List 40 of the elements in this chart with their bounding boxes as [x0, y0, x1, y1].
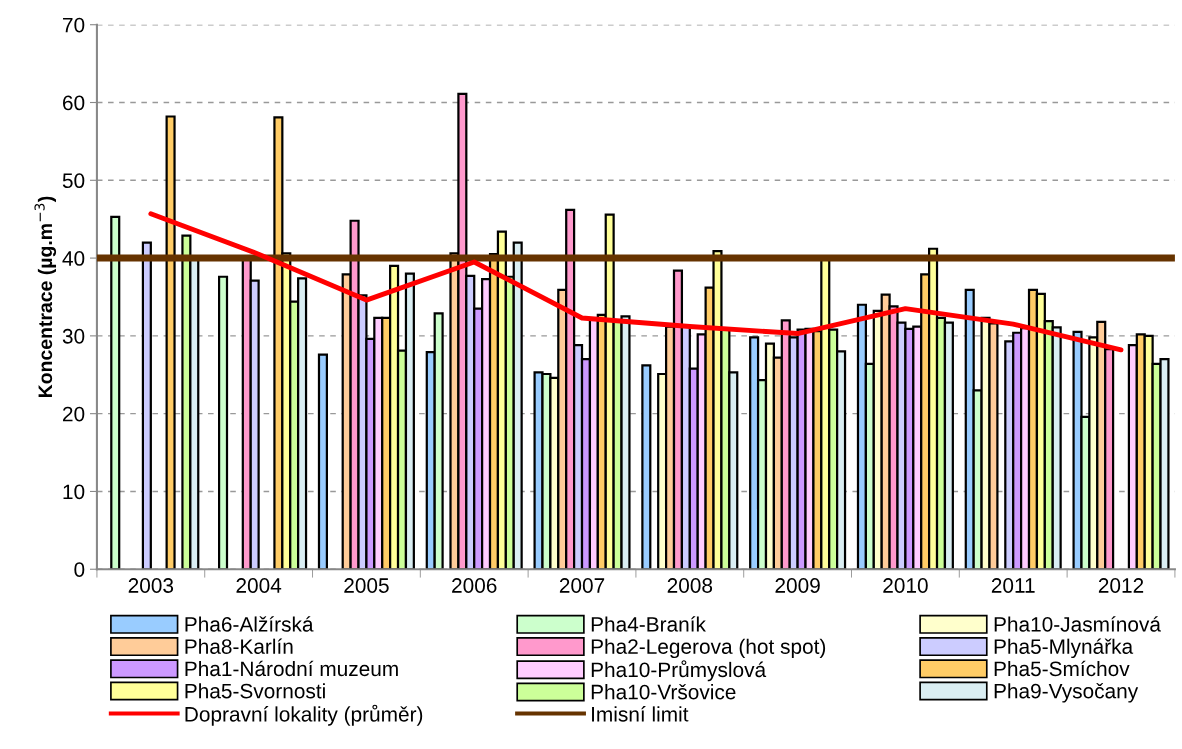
line-series: [148, 211, 1124, 353]
bar: [641, 364, 652, 570]
legend-label: Pha5-Mlynářka: [994, 638, 1134, 659]
x-tick-label: 2003: [128, 578, 174, 593]
y-tick-label: 20: [63, 406, 85, 422]
x-tick-label: 2011: [991, 578, 1035, 593]
x-tick-label: 2004: [236, 578, 282, 593]
legend-label: Dopravní lokality (průměr): [185, 704, 423, 726]
legend-label: Pha1-Národní muzeum: [185, 660, 398, 677]
legend-label: Pha10-Vršovice: [591, 684, 736, 700]
legend-label: Pha6-Alžírská: [185, 616, 314, 632]
legend-label: Pha8-Karlín: [185, 638, 293, 654]
bar: [165, 115, 176, 570]
y-tick-label: 50: [62, 173, 85, 189]
legend-label: Pha2-Legerova (hot spot): [591, 638, 826, 659]
y-axis-title: Koncentrace (µg.m$^{−3}$): [34, 196, 57, 398]
y-tick-label: 0: [74, 562, 85, 577]
y-tick-label: 60: [63, 95, 85, 111]
y-tick-label: 70: [63, 17, 85, 33]
x-tick-label: 2006: [452, 578, 497, 593]
legend-label: Pha10-Jasmínová: [994, 616, 1161, 632]
legend-label: Pha9-Vysočany: [994, 683, 1139, 703]
x-tick-label: 2005: [344, 578, 389, 593]
y-tick-label: 40: [62, 251, 85, 266]
x-tick-label: 2008: [667, 578, 713, 593]
legend-label: Pha5-Svornosti: [185, 683, 325, 699]
bar: [141, 241, 152, 570]
x-tick-label: 2010: [883, 578, 928, 593]
y-tick-label: 10: [63, 484, 85, 500]
legend-label: Pha4-Braník: [591, 616, 706, 632]
legend-label: Pha5-Smíchov: [994, 660, 1130, 677]
x-tick-label: 2007: [559, 578, 605, 593]
bar: [110, 215, 121, 570]
legend-label: Imisní limit: [592, 706, 689, 722]
bar: [217, 275, 229, 570]
y-tick-label: 30: [62, 328, 85, 344]
x-tick-label: 2009: [775, 578, 820, 593]
bar: [317, 353, 328, 570]
legend-label: Pha10-Průmyslová: [591, 660, 767, 682]
x-tick-label: 2012: [1098, 578, 1144, 593]
